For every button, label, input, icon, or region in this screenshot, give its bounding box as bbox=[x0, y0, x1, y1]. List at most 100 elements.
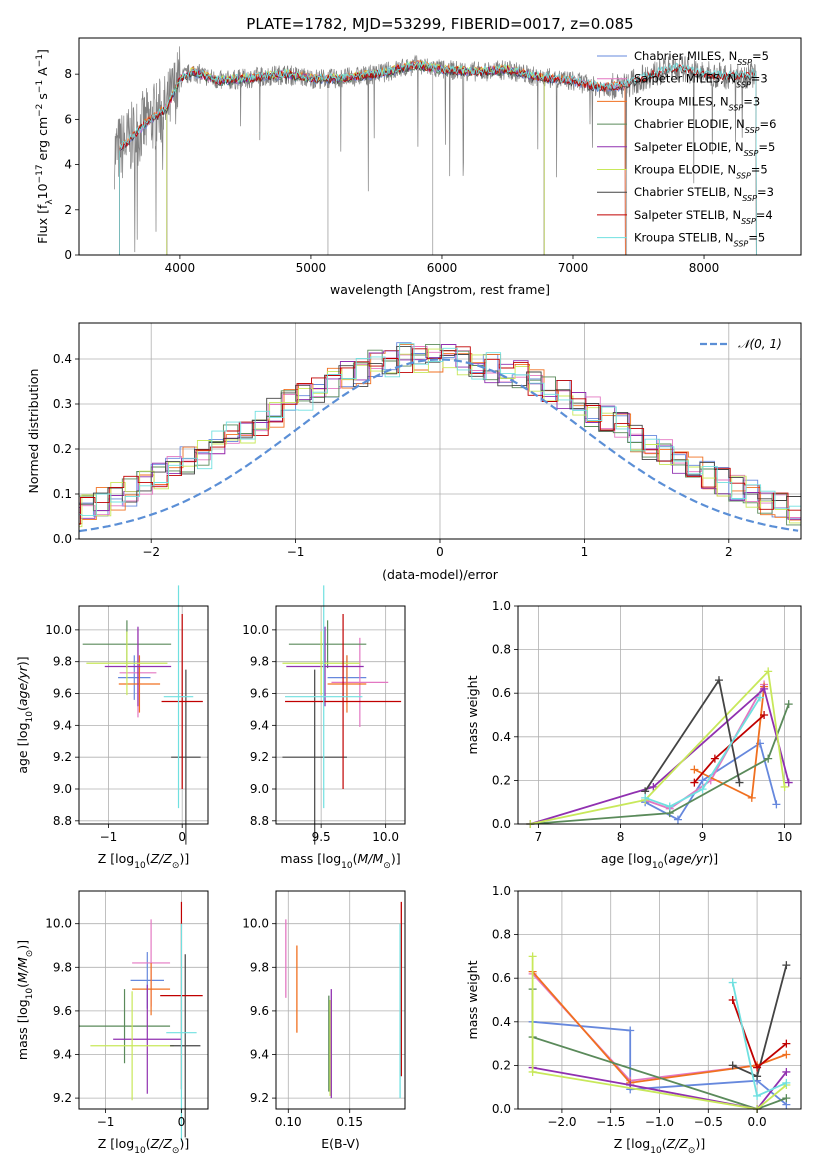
spectrum-panel: 4000 5000 6000 7000 8000 0 2 4 6 8 wavelength [Ang… bbox=[35, 37, 802, 297]
weight-point-marker bbox=[714, 676, 723, 685]
legend-entry-part: =5 bbox=[748, 231, 765, 245]
weight-point-marker bbox=[782, 1050, 791, 1059]
axes-frame bbox=[275, 890, 406, 1110]
legend-entry-part: SSP bbox=[736, 80, 751, 89]
legend-entry-part: Salpeter ELODIE, N bbox=[634, 140, 744, 154]
x-tick-label: 0 bbox=[178, 830, 186, 844]
legend-entry-part: Salpeter STELIB, N bbox=[634, 208, 741, 222]
x-tick-label: 2 bbox=[725, 545, 733, 559]
weight-point-marker bbox=[780, 782, 789, 791]
model-spectrum-line bbox=[119, 60, 626, 255]
x-tick-label: 0.15 bbox=[336, 1115, 363, 1129]
weight-point-marker bbox=[728, 1061, 737, 1070]
weight-point-marker bbox=[760, 684, 769, 693]
weight-point-marker bbox=[735, 778, 744, 787]
legend-entry-part: =3 bbox=[757, 185, 774, 199]
legend-entry: Chabrier ELODIE, NSSP=6 bbox=[634, 117, 776, 135]
x-tick-label: 10 bbox=[777, 830, 792, 844]
legend-entry: Kroupa MILES, NSSP=3 bbox=[634, 94, 760, 112]
legend-entry-part: SSP bbox=[736, 171, 751, 180]
residual-histogram bbox=[79, 346, 801, 525]
y-axis-label: mass weight bbox=[465, 960, 480, 1039]
weight-point-marker bbox=[528, 1067, 537, 1076]
x-tick-label: 9.5 bbox=[312, 830, 331, 844]
y-tick-label: 9.0 bbox=[250, 782, 269, 796]
y-tick-label: 9.2 bbox=[250, 1091, 269, 1105]
legend-entry: Salpeter MILES, NSSP=3 bbox=[634, 72, 768, 90]
x-tick-label: 7 bbox=[535, 830, 543, 844]
model-spectrum-line bbox=[119, 60, 757, 255]
label-part: ⊙ bbox=[688, 1146, 696, 1156]
label-part: −17 bbox=[35, 164, 45, 183]
x-axis-label: wavelength [Angstrom, rest frame] bbox=[330, 282, 550, 297]
weight-point-marker bbox=[626, 1026, 635, 1035]
axes-frame bbox=[78, 322, 802, 540]
x-axis-label: age [log10(age/yr)] bbox=[601, 851, 718, 871]
label-part: −2 bbox=[35, 104, 45, 117]
x-tick-label: 0 bbox=[178, 1115, 186, 1129]
label-part: 10 bbox=[134, 861, 146, 871]
y-tick-label: 9.2 bbox=[250, 750, 269, 764]
y-tick-label: 0.6 bbox=[492, 686, 511, 700]
label-part: erg cm bbox=[35, 117, 50, 165]
weight-point-marker bbox=[782, 1078, 791, 1087]
y-tick-label: 9.8 bbox=[53, 655, 72, 669]
label-part: λ bbox=[45, 199, 55, 205]
legend-entry-part: =5 bbox=[751, 163, 768, 177]
weight-point-marker bbox=[753, 1072, 762, 1081]
y-tick-label: 9.8 bbox=[53, 960, 72, 974]
y-axis-label: Flux [fλ10−17 erg cm−2 s−1 A−1] bbox=[35, 49, 55, 244]
label-part: 10 bbox=[341, 861, 353, 871]
legend-entry-part: Chabrier MILES, N bbox=[634, 49, 737, 63]
legend-entry-part: SSP bbox=[745, 126, 760, 135]
weight-point-marker bbox=[784, 700, 793, 709]
weight-series-line bbox=[644, 677, 741, 792]
label-part: Z/Z bbox=[666, 1136, 689, 1151]
figure-title: PLATE=1782, MJD=53299, FIBERID=0017, z=0… bbox=[246, 15, 633, 33]
y-tick-label: 9.6 bbox=[250, 1004, 269, 1018]
y-axis-label: age [log10(age/yr)] bbox=[15, 656, 35, 773]
gridlines bbox=[276, 606, 405, 824]
y-tick-label: 0.8 bbox=[492, 643, 511, 657]
label-part: 10 bbox=[650, 1146, 662, 1156]
y-tick-label: 0.6 bbox=[492, 971, 511, 985]
x-tick-label: 9 bbox=[699, 830, 707, 844]
weight-series-line bbox=[531, 971, 787, 1084]
x-tick-label: 1 bbox=[581, 545, 589, 559]
weight-point-marker bbox=[665, 802, 674, 811]
x-tick-label: 10.0 bbox=[372, 830, 399, 844]
y-tick-label: 0.2 bbox=[492, 773, 511, 787]
x-tick-label: 8 bbox=[617, 830, 625, 844]
legend-entry-part: SSP bbox=[729, 103, 744, 112]
residual-histogram bbox=[79, 342, 801, 519]
weight-point-marker bbox=[755, 693, 764, 702]
legend-entry-part: SSP bbox=[741, 216, 756, 225]
legend-entry-part: =3 bbox=[751, 72, 768, 86]
weight-series-line bbox=[531, 956, 787, 1110]
label-part: Z/Z bbox=[150, 851, 173, 866]
weight-point-marker bbox=[782, 1067, 791, 1076]
legend-entry-part: Kroupa STELIB, N bbox=[634, 231, 734, 245]
label-part: age/yr bbox=[15, 665, 30, 706]
label-part: )] bbox=[179, 1136, 189, 1151]
weight-point-marker bbox=[753, 1063, 762, 1072]
x-tick-label: 0.0 bbox=[748, 1115, 767, 1129]
axes-frame bbox=[78, 890, 209, 1110]
x-axis-label: Z [log10(Z/Z⊙)] bbox=[98, 1136, 189, 1156]
label-part: M/M bbox=[358, 851, 384, 866]
residual-histogram bbox=[79, 343, 801, 516]
label-part: Z [log bbox=[614, 1136, 650, 1151]
legend-entry-part: Chabrier ELODIE, N bbox=[634, 117, 745, 131]
y-tick-label: 0.2 bbox=[53, 442, 72, 456]
x-axis-label: mass [log10(M/M⊙)] bbox=[280, 851, 400, 871]
y-tick-label: 0.0 bbox=[492, 1102, 511, 1116]
y-axis-label: mass [log10(M/M⊙)] bbox=[15, 940, 35, 1060]
y-tick-label: 0.4 bbox=[53, 352, 72, 366]
legend-entry: Kroupa ELODIE, NSSP=5 bbox=[634, 163, 768, 181]
label-part: ( bbox=[15, 706, 30, 711]
y-tick-label: 10.0 bbox=[45, 917, 72, 931]
axes-frame bbox=[78, 37, 802, 256]
label-part: 10 bbox=[652, 861, 664, 871]
